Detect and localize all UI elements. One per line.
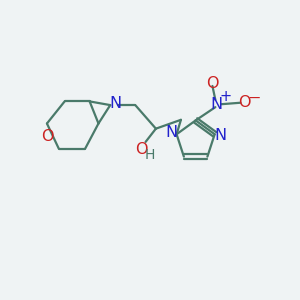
Text: N: N — [165, 125, 177, 140]
Text: +: + — [219, 89, 231, 104]
Text: N: N — [214, 128, 226, 143]
Text: H: H — [145, 148, 155, 162]
Text: −: − — [247, 91, 260, 106]
Text: O: O — [41, 128, 54, 143]
Text: N: N — [109, 96, 121, 111]
Text: O: O — [206, 76, 219, 91]
Text: O: O — [135, 142, 147, 157]
Text: N: N — [211, 97, 223, 112]
Text: O: O — [238, 95, 251, 110]
